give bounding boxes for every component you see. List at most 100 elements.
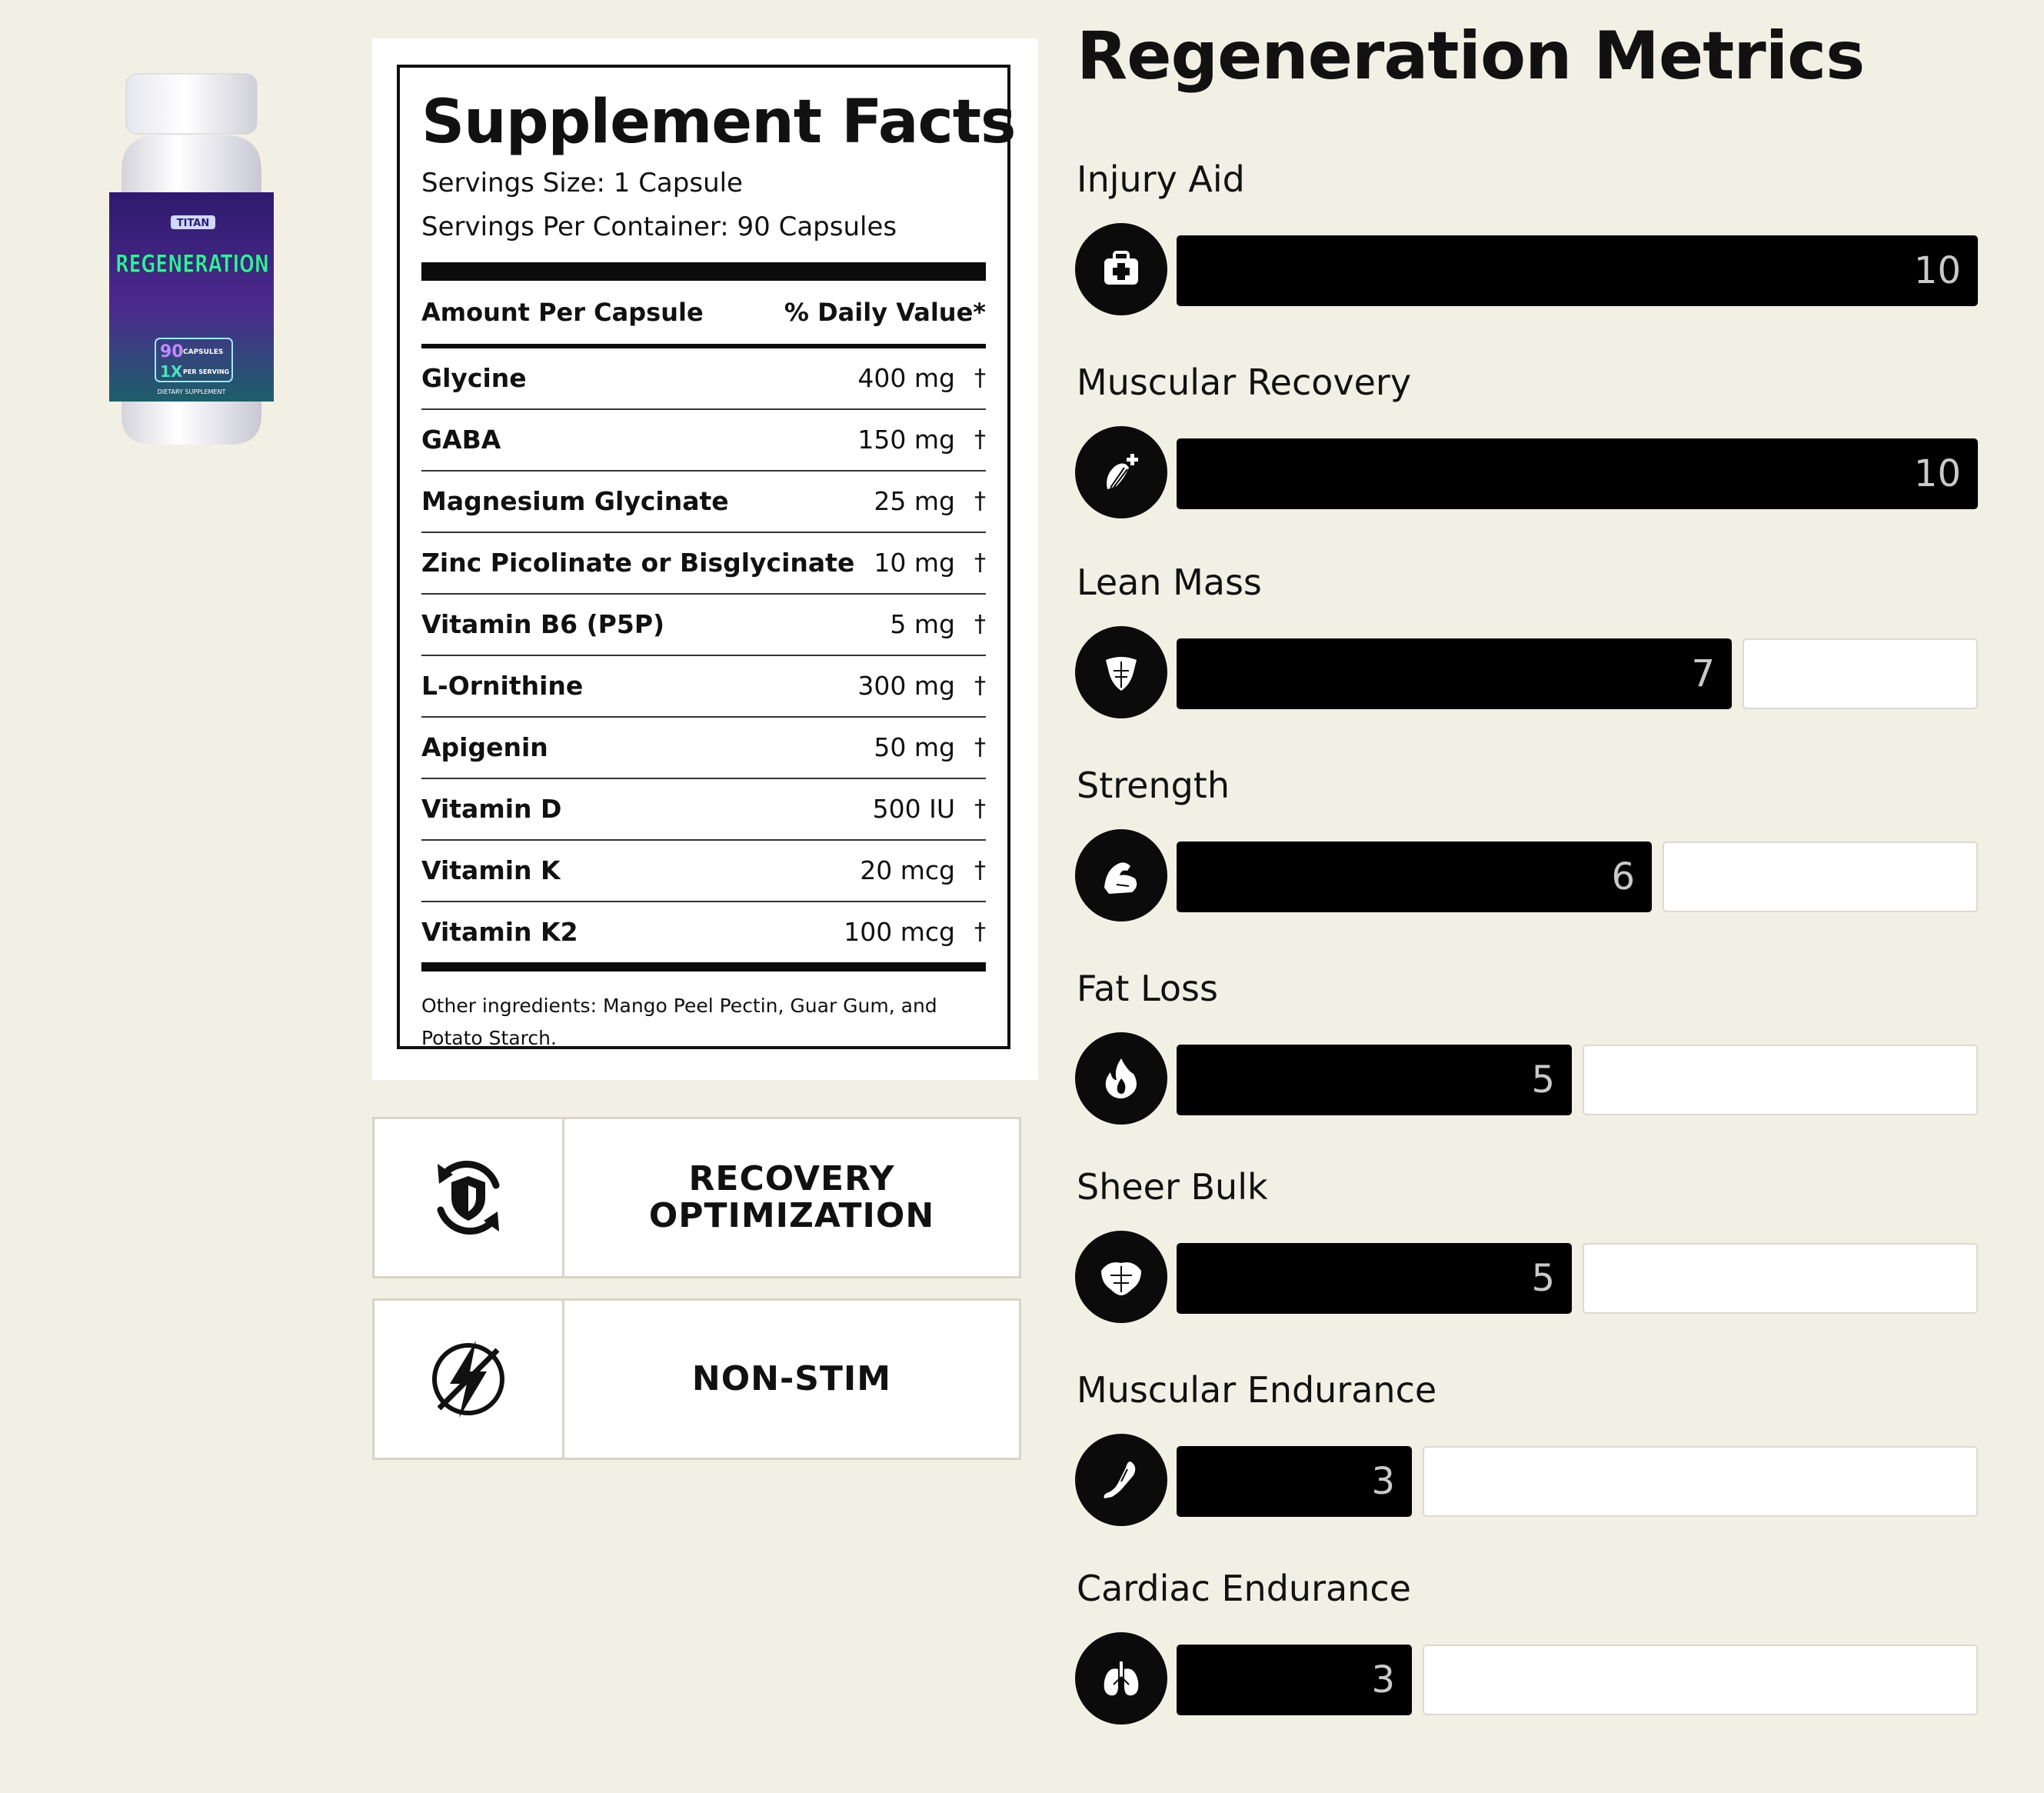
dietary-supplement-text: DIETARY SUPPLEMENT bbox=[158, 388, 226, 395]
ingredient-amount: 500 IU bbox=[872, 794, 955, 825]
metric-label: Cardiac Endurance bbox=[1077, 1568, 1411, 1609]
metric-value: 7 bbox=[1691, 652, 1715, 695]
no-lightning-icon bbox=[432, 1341, 504, 1418]
product-bottle-image: TITAN REGENERATION 90 CAPSULES 1X PER SE… bbox=[106, 71, 277, 448]
metric-label: Lean Mass bbox=[1077, 562, 1262, 603]
daily-value-mark: † bbox=[974, 549, 986, 577]
ingredient-name: Zinc Picolinate or Bisglycinate bbox=[421, 548, 855, 578]
metric-bar-remainder bbox=[1583, 1243, 1978, 1314]
metric-bar-fill: 5 bbox=[1177, 1243, 1572, 1314]
metric-label: Strength bbox=[1077, 765, 1230, 806]
ingredient-amount: 400 mg bbox=[857, 363, 955, 394]
metric-bar: 7 bbox=[1177, 638, 1978, 709]
metric-bar-fill: 6 bbox=[1177, 842, 1652, 912]
metric-bar: 5 bbox=[1177, 1045, 1978, 1115]
metric-label: Muscular Endurance bbox=[1077, 1369, 1437, 1411]
ingredient-name: Glycine bbox=[421, 363, 527, 394]
brand-logo-text: TITAN bbox=[177, 218, 210, 229]
metric-bar-remainder bbox=[1743, 638, 1978, 709]
metric-bar: 10 bbox=[1177, 235, 1978, 306]
leg-icon bbox=[1075, 1434, 1167, 1526]
ingredient-row: Vitamin K2 100 mcg † bbox=[421, 902, 986, 962]
ingredient-row: Vitamin D 500 IU † bbox=[421, 779, 986, 841]
flexed-arm-icon bbox=[1075, 829, 1167, 921]
amount-header: Amount Per Capsule bbox=[421, 297, 704, 327]
ingredient-amount: 20 mcg bbox=[860, 855, 955, 886]
metric-value: 3 bbox=[1371, 1460, 1395, 1503]
ingredient-row: L-Ornithine 300 mg † bbox=[421, 656, 986, 718]
metric-bar: 10 bbox=[1177, 438, 1978, 509]
daily-value-mark: † bbox=[974, 918, 986, 946]
shield-refresh-icon bbox=[437, 1161, 500, 1235]
ingredient-row: Zinc Picolinate or Bisglycinate 10 mg † bbox=[421, 533, 986, 595]
badge-non-stim: NON-STIM bbox=[372, 1298, 1021, 1460]
ingredient-amount: 100 mcg bbox=[844, 917, 955, 948]
ingredients-list: Glycine 400 mg † GABA 150 mg † Magnesium Glyci… bbox=[421, 348, 986, 962]
metric-bar-fill: 7 bbox=[1177, 638, 1732, 709]
thick-divider bbox=[421, 262, 986, 281]
ingredient-amount: 5 mg bbox=[890, 609, 955, 640]
metric-bar: 3 bbox=[1177, 1446, 1978, 1517]
daily-value-mark: † bbox=[974, 857, 986, 885]
torso-icon bbox=[1075, 626, 1167, 718]
metric-value: 5 bbox=[1531, 1058, 1555, 1101]
ingredient-row: Apigenin 50 mg † bbox=[421, 718, 986, 779]
bulky-torso-icon bbox=[1075, 1231, 1167, 1323]
metric-value: 5 bbox=[1531, 1257, 1555, 1300]
metric-bar-fill: 5 bbox=[1177, 1045, 1572, 1115]
supplement-facts-label: Supplement Facts Servings Size: 1 Capsul… bbox=[397, 65, 1016, 1049]
metric-bar-fill: 10 bbox=[1177, 438, 1978, 509]
daily-value-mark: † bbox=[974, 488, 986, 515]
daily-value-mark: † bbox=[974, 611, 986, 638]
ingredient-name: Vitamin B6 (P5P) bbox=[421, 609, 665, 640]
ingredient-name: Vitamin K bbox=[421, 855, 561, 886]
metric-bar-remainder bbox=[1663, 842, 1978, 912]
ingredient-amount: 300 mg bbox=[857, 671, 955, 702]
metric-label: Injury Aid bbox=[1077, 158, 1245, 200]
ingredient-name: Magnesium Glycinate bbox=[421, 486, 729, 517]
ingredient-amount: 25 mg bbox=[874, 486, 955, 517]
ingredient-row: Glycine 400 mg † bbox=[421, 348, 986, 410]
lungs-icon bbox=[1075, 1632, 1167, 1725]
serving-size: Servings Size: 1 Capsule bbox=[421, 168, 743, 198]
supplement-facts-panel: Supplement Facts Servings Size: 1 Capsul… bbox=[372, 38, 1038, 1080]
metric-label: Fat Loss bbox=[1077, 968, 1218, 1009]
facts-title: Supplement Facts bbox=[421, 88, 1016, 157]
per-serving-label-text: PER SERVING bbox=[183, 368, 229, 375]
metrics-title: Regeneration Metrics bbox=[1077, 18, 1865, 95]
ingredient-amount: 50 mg bbox=[874, 732, 955, 763]
other-ingredients: Other ingredients: Mango Peel Pectin, Gu… bbox=[421, 994, 937, 1049]
ingredient-name: Vitamin D bbox=[421, 794, 562, 825]
metric-bar-remainder bbox=[1583, 1045, 1978, 1115]
ingredient-amount: 10 mg bbox=[874, 548, 955, 578]
ingredient-name: Apigenin bbox=[421, 732, 548, 763]
badge-recovery-optimization: RECOVERY OPTIMIZATION bbox=[372, 1117, 1021, 1278]
ingredient-amount: 150 mg bbox=[857, 425, 955, 455]
metric-value: 10 bbox=[1913, 452, 1961, 495]
per-serving-count-text: 1X bbox=[160, 362, 183, 381]
badge-label: RECOVERY OPTIMIZATION bbox=[648, 1159, 935, 1235]
ingredient-name: GABA bbox=[421, 425, 501, 455]
metric-bar-remainder bbox=[1423, 1446, 1978, 1517]
daily-value-header: % Daily Value* bbox=[784, 297, 986, 327]
metric-value: 10 bbox=[1913, 249, 1961, 292]
product-name-text: REGENERATION bbox=[115, 249, 269, 278]
badge-label: NON-STIM bbox=[691, 1359, 892, 1398]
bottom-divider bbox=[421, 961, 986, 971]
metric-value: 3 bbox=[1371, 1658, 1395, 1701]
metric-label: Sheer Bulk bbox=[1077, 1166, 1268, 1208]
capsule-label-text: CAPSULES bbox=[183, 348, 223, 356]
metric-bar-remainder bbox=[1423, 1645, 1978, 1715]
metric-bar-fill: 10 bbox=[1177, 235, 1978, 306]
capsule-count-text: 90 bbox=[160, 342, 184, 362]
daily-value-mark: † bbox=[974, 426, 986, 454]
ingredient-name: Vitamin K2 bbox=[421, 917, 578, 948]
ingredient-name: L-Ornithine bbox=[421, 671, 584, 702]
flame-icon bbox=[1075, 1032, 1167, 1125]
daily-value-mark: † bbox=[974, 365, 986, 392]
servings-per-container: Servings Per Container: 90 Capsules bbox=[421, 212, 897, 243]
first-aid-kit-icon bbox=[1075, 223, 1167, 315]
muscle-plus-icon bbox=[1075, 426, 1167, 518]
metric-label: Muscular Recovery bbox=[1077, 362, 1412, 403]
ingredient-row: GABA 150 mg † bbox=[421, 410, 986, 472]
